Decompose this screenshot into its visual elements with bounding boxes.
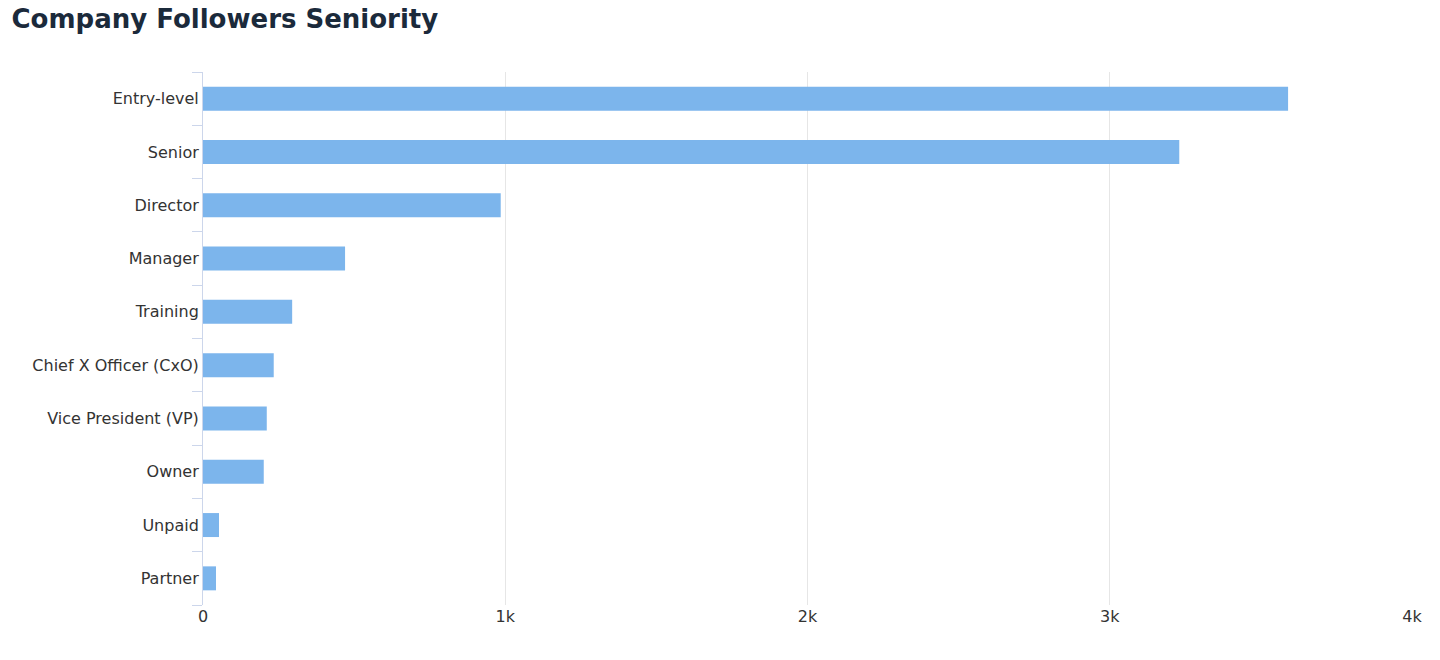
svg-text:Chief X Officer (CxO): Chief X Officer (CxO) [32,356,198,375]
svg-text:1k: 1k [496,607,516,626]
svg-text:Senior: Senior [148,143,199,162]
svg-text:Manager: Manager [129,249,200,268]
svg-text:Training: Training [135,302,199,321]
svg-text:0: 0 [198,607,208,626]
svg-text:3k: 3k [1100,607,1120,626]
svg-text:Company Followers Seniority: Company Followers Seniority [12,4,439,34]
svg-text:4k: 4k [1402,607,1422,626]
svg-text:Director: Director [135,196,200,215]
svg-text:Vice President (VP): Vice President (VP) [47,409,199,428]
svg-text:Partner: Partner [141,569,200,588]
svg-text:Entry-level: Entry-level [113,89,199,108]
svg-text:2k: 2k [798,607,818,626]
svg-text:Owner: Owner [147,462,200,481]
svg-text:Unpaid: Unpaid [142,516,198,535]
